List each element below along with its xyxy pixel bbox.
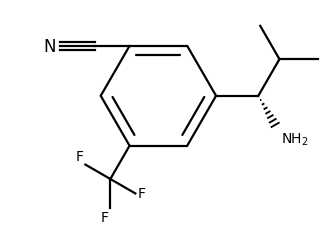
Text: NH$_2$: NH$_2$ [281, 131, 309, 148]
Text: F: F [76, 149, 83, 163]
Text: N: N [43, 38, 55, 56]
Text: F: F [100, 210, 109, 224]
Text: F: F [137, 187, 145, 201]
